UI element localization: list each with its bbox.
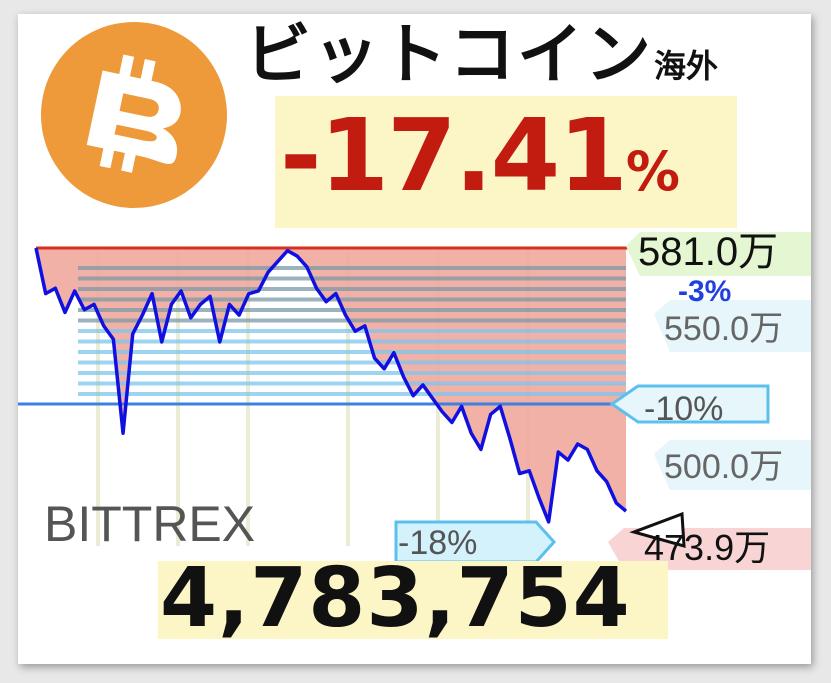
band-stripe: [78, 381, 626, 386]
cursor-arrow-icon: [629, 511, 686, 549]
change-value: -17.41: [280, 97, 628, 214]
market-label: 海外: [654, 47, 719, 85]
band-stripe: [78, 350, 626, 354]
current-price: 4,783,754: [160, 551, 631, 646]
band-stripe: [78, 287, 626, 291]
level-bands: [78, 266, 626, 396]
decline-area: [36, 248, 626, 522]
band-stripe: [78, 308, 626, 312]
minus18-tag: [394, 520, 557, 564]
change-unit: %: [625, 140, 680, 203]
band-stripe: [78, 329, 626, 333]
band-stripe: [78, 371, 626, 375]
band-stripe: [78, 297, 626, 302]
level-500-label: 500.0万: [664, 448, 784, 486]
ticker-card: ビットコイン 海外 -17.41% 581.0万 -3% 550.0万 -10%…: [18, 14, 811, 664]
minus3-label: -3%: [678, 275, 732, 308]
level-550-tag: [654, 300, 811, 352]
level-550-label: 550.0万: [664, 310, 784, 348]
band-stripe: [78, 276, 626, 281]
exchange-name: BITTREX: [44, 496, 256, 552]
change-highlight: [275, 96, 737, 228]
bitcoin-icon: [41, 22, 227, 208]
band-stripe: [78, 392, 626, 396]
price-highlight: [158, 561, 668, 639]
current-price-label: 473.9万: [644, 527, 771, 568]
minus10-tag: [609, 384, 770, 424]
price-chart: [18, 232, 811, 570]
minus18-label: -18%: [398, 524, 478, 562]
band-stripe: [78, 318, 626, 323]
high-tag: [626, 232, 811, 276]
band-stripe: [78, 266, 626, 270]
page-title: ビットコイン: [245, 16, 653, 93]
band-stripe: [78, 360, 626, 365]
band-stripe: [78, 339, 626, 344]
price-line: [34, 247, 628, 524]
change-percent: -17.41%: [280, 106, 680, 206]
level-500-tag: [654, 440, 811, 490]
high-label: 581.0万: [638, 230, 779, 274]
minus10-label: -10%: [644, 390, 724, 428]
